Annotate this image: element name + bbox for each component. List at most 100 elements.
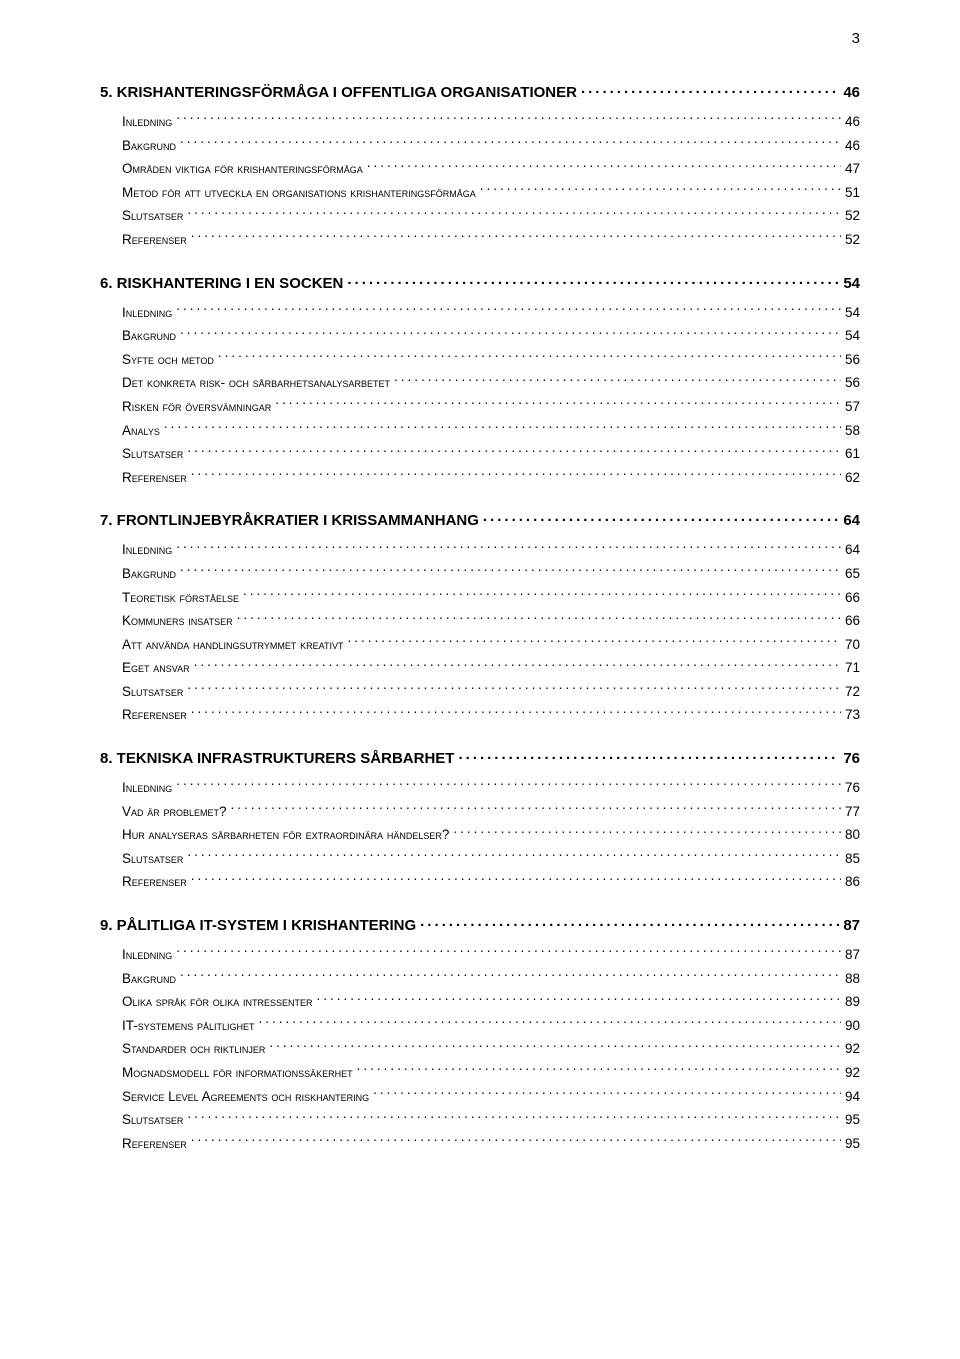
toc-entry-label[interactable]: Referenser xyxy=(122,229,187,251)
toc-entry-label[interactable]: Referenser xyxy=(122,467,187,489)
toc-entry-page[interactable]: 54 xyxy=(845,325,860,347)
toc-entry-page[interactable]: 89 xyxy=(845,991,860,1013)
toc-entry-label[interactable]: Slutsatser xyxy=(122,205,183,227)
toc-entry-page[interactable]: 92 xyxy=(845,1038,860,1060)
toc-entry-label[interactable]: Slutsatser xyxy=(122,1109,183,1131)
toc-entry-page[interactable]: 86 xyxy=(845,871,860,893)
toc-entry-page[interactable]: 77 xyxy=(845,801,860,823)
toc-entry-page[interactable]: 94 xyxy=(845,1086,860,1108)
toc-entry-label[interactable]: 6. RISKHANTERING I EN SOCKEN xyxy=(100,275,343,292)
toc-entry-page[interactable]: 58 xyxy=(845,420,860,442)
toc-entry-label[interactable]: Standarder och riktlinjer xyxy=(122,1038,265,1060)
toc-entry-label[interactable]: Mognadsmodell för informationssäkerhet xyxy=(122,1062,353,1084)
toc-entry-page[interactable]: 54 xyxy=(843,275,860,292)
toc-leader-dots xyxy=(259,1016,841,1030)
toc-entry-label[interactable]: Syfte och metod xyxy=(122,349,214,371)
toc-leader-dots xyxy=(180,136,841,150)
toc-leader-dots xyxy=(180,327,841,341)
toc-entry-label[interactable]: Slutsatser xyxy=(122,681,183,703)
toc-entry-label[interactable]: Inledning xyxy=(122,111,172,133)
toc-entry-page[interactable]: 65 xyxy=(845,563,860,585)
toc-entry-label[interactable]: Slutsatser xyxy=(122,848,183,870)
toc-entry-label[interactable]: Slutsatser xyxy=(122,443,183,465)
toc-leader-dots xyxy=(243,588,841,602)
toc-leader-dots xyxy=(480,183,841,197)
toc-entry-page[interactable]: 70 xyxy=(845,634,860,656)
toc-entry-page[interactable]: 95 xyxy=(845,1109,860,1131)
toc-entry-page[interactable]: 66 xyxy=(845,587,860,609)
toc-entry-page[interactable]: 71 xyxy=(845,657,860,679)
toc-entry-label[interactable]: 7. FRONTLINJEBYRÅKRATIER I KRISSAMMANHAN… xyxy=(100,512,479,529)
toc-entry-page[interactable]: 66 xyxy=(845,610,860,632)
toc-entry-page[interactable]: 47 xyxy=(845,158,860,180)
toc-entry-label[interactable]: Risken för översvämningar xyxy=(122,396,271,418)
toc-entry-page[interactable]: 52 xyxy=(845,229,860,251)
toc-entry-page[interactable]: 46 xyxy=(845,111,860,133)
toc-entry-page[interactable]: 62 xyxy=(845,467,860,489)
toc-entry-page[interactable]: 51 xyxy=(845,182,860,204)
toc-entry-label[interactable]: Inledning xyxy=(122,944,172,966)
toc-entry-label[interactable]: Hur analyseras sårbarheten för extraordi… xyxy=(122,824,449,846)
toc-entry-page[interactable]: 87 xyxy=(845,944,860,966)
toc-entry-label[interactable]: Inledning xyxy=(122,539,172,561)
toc-container: 5. KRISHANTERINGSFÖRMÅGA I OFFENTLIGA OR… xyxy=(100,82,860,1154)
toc-entry-label[interactable]: IT-systemens pålitlighet xyxy=(122,1015,255,1037)
toc-entry-page[interactable]: 64 xyxy=(843,512,860,529)
toc-entry-page[interactable]: 95 xyxy=(845,1133,860,1155)
toc-entry-label[interactable]: Kommuners insatser xyxy=(122,610,233,632)
toc-entry-page[interactable]: 92 xyxy=(845,1062,860,1084)
toc-entry-label[interactable]: Service Level Agreements och riskhanteri… xyxy=(122,1086,369,1108)
toc-entry-page[interactable]: 76 xyxy=(845,777,860,799)
toc-entry-page[interactable]: 52 xyxy=(845,205,860,227)
toc-entry-page[interactable]: 72 xyxy=(845,681,860,703)
toc-entry-label[interactable]: Bakgrund xyxy=(122,563,176,585)
toc-entry-label[interactable]: Inledning xyxy=(122,302,172,324)
toc-entry-page[interactable]: 73 xyxy=(845,704,860,726)
toc-entry-page[interactable]: 46 xyxy=(843,84,860,101)
toc-entry-page[interactable]: 88 xyxy=(845,968,860,990)
toc-entry-page[interactable]: 80 xyxy=(845,824,860,846)
toc-entry-label[interactable]: 5. KRISHANTERINGSFÖRMÅGA I OFFENTLIGA OR… xyxy=(100,84,577,101)
toc-entry-page[interactable]: 46 xyxy=(845,135,860,157)
toc-entry-label[interactable]: Vad är problemet? xyxy=(122,801,227,823)
toc-leader-dots xyxy=(191,873,841,887)
toc-entry-label[interactable]: Det konkreta risk- och sårbarhetsanalysa… xyxy=(122,372,390,394)
toc-sub-row: Bakgrund 88 xyxy=(122,968,860,990)
toc-entry-page[interactable]: 57 xyxy=(845,396,860,418)
toc-entry-page[interactable]: 56 xyxy=(845,349,860,371)
toc-entry-page[interactable]: 56 xyxy=(845,372,860,394)
toc-entry-label[interactable]: Bakgrund xyxy=(122,325,176,347)
toc-entry-label[interactable]: Referenser xyxy=(122,871,187,893)
toc-leader-dots xyxy=(187,207,841,221)
toc-entry-label[interactable]: Referenser xyxy=(122,704,187,726)
toc-entry-label[interactable]: Bakgrund xyxy=(122,135,176,157)
toc-entry-label[interactable]: 9. PÅLITLIGA IT-SYSTEM I KRISHANTERING xyxy=(100,917,416,934)
toc-entry-page[interactable]: 54 xyxy=(845,302,860,324)
toc-entry-label[interactable]: Referenser xyxy=(122,1133,187,1155)
toc-entry-label[interactable]: Eget ansvar xyxy=(122,657,190,679)
toc-sub-row: Det konkreta risk- och sårbarhetsanalysa… xyxy=(122,372,860,394)
toc-entry-label[interactable]: Teoretisk förståelse xyxy=(122,587,239,609)
toc-sub-row: Slutsatser 72 xyxy=(122,681,860,703)
toc-sub-row: Inledning 76 xyxy=(122,777,860,799)
toc-entry-label[interactable]: 8. TEKNISKA INFRASTRUKTURERS SÅRBARHET xyxy=(100,750,454,767)
toc-sub-row: Risken för översvämningar 57 xyxy=(122,396,860,418)
toc-entry-page[interactable]: 87 xyxy=(843,917,860,934)
toc-sub-row: Vad är problemet? 77 xyxy=(122,801,860,823)
toc-entry-page[interactable]: 90 xyxy=(845,1015,860,1037)
toc-entry-label[interactable]: Olika språk för olika intressenter xyxy=(122,991,313,1013)
toc-entry-label[interactable]: Att använda handlingsutrymmet kreativt xyxy=(122,634,343,656)
toc-entry-label[interactable]: Analys xyxy=(122,420,160,442)
toc-entry-page[interactable]: 85 xyxy=(845,848,860,870)
toc-leader-dots xyxy=(458,748,839,763)
toc-entry-page[interactable]: 64 xyxy=(845,539,860,561)
toc-entry-label[interactable]: Områden viktiga för krishanteringsförmåg… xyxy=(122,158,363,180)
toc-entry-page[interactable]: 61 xyxy=(845,443,860,465)
toc-entry-label[interactable]: Metod för att utveckla en organisations … xyxy=(122,182,476,204)
toc-sub-row: Eget ansvar 71 xyxy=(122,657,860,679)
toc-chapter-row: 8. TEKNISKA INFRASTRUKTURERS SÅRBARHET 76 xyxy=(100,748,860,767)
toc-entry-label[interactable]: Bakgrund xyxy=(122,968,176,990)
toc-entry-page[interactable]: 76 xyxy=(843,750,860,767)
toc-entry-label[interactable]: Inledning xyxy=(122,777,172,799)
toc-sub-row: Referenser 86 xyxy=(122,871,860,893)
